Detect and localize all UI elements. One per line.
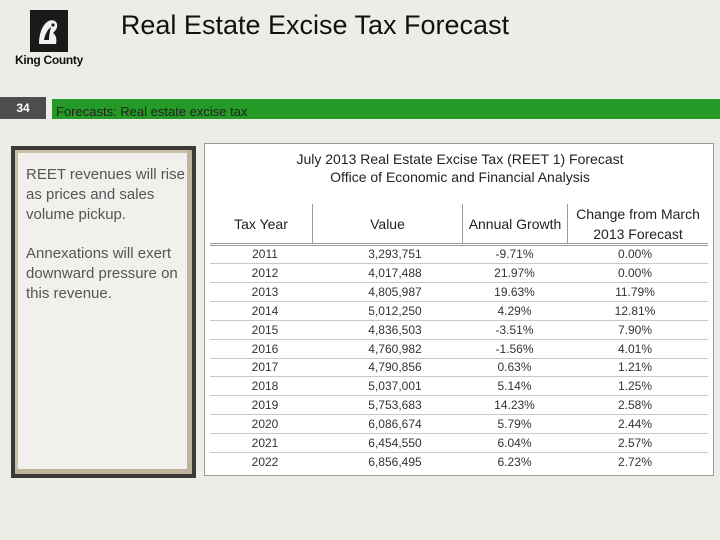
cell-tax-year: 2012 bbox=[251, 265, 279, 280]
header-rule bbox=[210, 245, 708, 246]
table-row: 2015 4,836,503 -3.51% 7.90% bbox=[205, 321, 713, 340]
column-divider bbox=[462, 204, 463, 244]
table-row: 2013 4,805,987 19.63% 11.79% bbox=[205, 283, 713, 302]
section-bar bbox=[52, 99, 720, 119]
logo-text: King County bbox=[14, 53, 84, 67]
row-rule bbox=[210, 319, 708, 321]
column-divider bbox=[567, 204, 568, 244]
cell-value: 4,836,503 bbox=[368, 322, 422, 337]
cell-tax-year: 2017 bbox=[251, 360, 279, 375]
cell-value: 5,753,683 bbox=[368, 398, 422, 413]
section-subtitle: Forecasts: Real estate excise tax bbox=[56, 104, 248, 119]
cell-tax-year: 2014 bbox=[251, 303, 279, 318]
row-rule bbox=[210, 338, 708, 340]
column-header-tax-year: Tax Year bbox=[234, 216, 288, 232]
cell-annual-growth: 19.63% bbox=[494, 284, 535, 299]
slide-title: Real Estate Excise Tax Forecast bbox=[120, 10, 510, 40]
header-rule bbox=[210, 243, 708, 244]
table-row: 2014 5,012,250 4.29% 12.81% bbox=[205, 302, 713, 321]
row-rule bbox=[210, 414, 708, 416]
cell-value: 6,086,674 bbox=[368, 417, 422, 432]
cell-change-from-march: 1.25% bbox=[617, 379, 653, 394]
cell-value: 3,293,751 bbox=[368, 247, 422, 261]
cell-change-from-march: 0.00% bbox=[617, 247, 653, 261]
cell-change-from-march: 2.57% bbox=[617, 436, 653, 450]
column-header-annual-growth: Annual Growth bbox=[468, 216, 562, 232]
cell-annual-growth: 5.14% bbox=[497, 379, 532, 394]
cell-tax-year: 2022 bbox=[251, 454, 279, 469]
cell-annual-growth: 4.29% bbox=[497, 303, 532, 318]
table-subtitle: Office of Economic and Financial Analysi… bbox=[330, 169, 590, 185]
row-rule bbox=[210, 263, 708, 264]
cell-annual-growth: 6.04% bbox=[497, 436, 532, 450]
table-row: 2022 6,856,495 6.23% 2.72% bbox=[205, 453, 713, 472]
cell-value: 6,856,495 bbox=[368, 454, 422, 469]
cell-value: 4,805,987 bbox=[368, 284, 422, 299]
cell-change-from-march: 2.44% bbox=[617, 417, 653, 432]
row-rule bbox=[210, 433, 708, 435]
cell-change-from-march: 4.01% bbox=[617, 341, 653, 356]
summary-paragraph-1: REET revenues will rise as prices and sa… bbox=[26, 166, 185, 223]
table-row: 2012 4,017,488 21.97% 0.00% bbox=[205, 264, 713, 283]
cell-tax-year: 2020 bbox=[251, 417, 279, 432]
cell-tax-year: 2019 bbox=[251, 398, 279, 413]
cell-value: 5,012,250 bbox=[368, 303, 422, 318]
row-rule bbox=[210, 395, 708, 397]
cell-annual-growth: 14.23% bbox=[494, 398, 535, 413]
cell-tax-year: 2018 bbox=[251, 379, 279, 394]
row-rule bbox=[210, 376, 708, 378]
cell-annual-growth: -3.51% bbox=[495, 322, 534, 337]
table-row: 2016 4,760,982 -1.56% 4.01% bbox=[205, 340, 713, 359]
column-header-change-from-march: Change from March 2013 Forecast bbox=[576, 206, 700, 242]
cell-value: 5,037,001 bbox=[368, 379, 422, 394]
cell-tax-year: 2021 bbox=[251, 436, 279, 450]
cell-value: 4,760,982 bbox=[368, 341, 422, 356]
table-row: 2018 5,037,001 5.14% 1.25% bbox=[205, 377, 713, 397]
cell-annual-growth: 6.23% bbox=[497, 454, 532, 469]
cell-annual-growth: -1.56% bbox=[495, 341, 534, 356]
king-county-logo-icon bbox=[30, 10, 68, 52]
summary-text-box: REET revenues will rise as prices and sa… bbox=[11, 146, 196, 478]
cell-value: 6,454,550 bbox=[368, 436, 422, 450]
cell-tax-year: 2015 bbox=[251, 322, 279, 337]
cell-change-from-march: 2.72% bbox=[617, 454, 653, 469]
cell-tax-year: 2011 bbox=[252, 247, 278, 261]
cell-annual-growth: 0.63% bbox=[497, 360, 532, 375]
table-row: 2011 3,293,751 -9.71% 0.00% bbox=[205, 245, 713, 264]
table-row: 2017 4,790,856 0.63% 1.21% bbox=[205, 358, 713, 378]
column-divider bbox=[312, 204, 313, 244]
row-rule bbox=[210, 281, 708, 283]
cell-change-from-march: 0.00% bbox=[617, 265, 653, 280]
cell-change-from-march: 12.81% bbox=[614, 303, 656, 318]
row-rule bbox=[210, 452, 708, 453]
king-county-logo: King County bbox=[8, 8, 90, 68]
cell-annual-growth: 5.79% bbox=[497, 417, 532, 432]
summary-paragraph-2: Annexations will exert downward pressure… bbox=[26, 245, 178, 302]
cell-change-from-march: 2.58% bbox=[617, 398, 653, 413]
column-header-value: Value bbox=[370, 216, 405, 232]
forecast-table: July 2013 Real Estate Excise Tax (REET 1… bbox=[204, 143, 714, 476]
cell-change-from-march: 1.21% bbox=[617, 360, 653, 375]
cell-annual-growth: -9.71% bbox=[495, 247, 534, 261]
cell-value: 4,017,488 bbox=[368, 265, 422, 280]
row-rule bbox=[210, 357, 708, 359]
table-title: July 2013 Real Estate Excise Tax (REET 1… bbox=[296, 151, 624, 167]
cell-annual-growth: 21.97% bbox=[494, 265, 535, 280]
cell-tax-year: 2013 bbox=[251, 284, 279, 299]
cell-change-from-march: 7.90% bbox=[617, 322, 653, 337]
row-rule bbox=[210, 300, 708, 302]
cell-value: 4,790,856 bbox=[368, 360, 422, 375]
table-row: 2019 5,753,683 14.23% 2.58% bbox=[205, 396, 713, 416]
table-row: 2020 6,086,674 5.79% 2.44% bbox=[205, 415, 713, 435]
slide-number: 34 bbox=[0, 97, 46, 119]
table-row: 2021 6,454,550 6.04% 2.57% bbox=[205, 434, 713, 453]
cell-tax-year: 2016 bbox=[251, 341, 279, 356]
cell-change-from-march: 11.79% bbox=[615, 284, 655, 299]
